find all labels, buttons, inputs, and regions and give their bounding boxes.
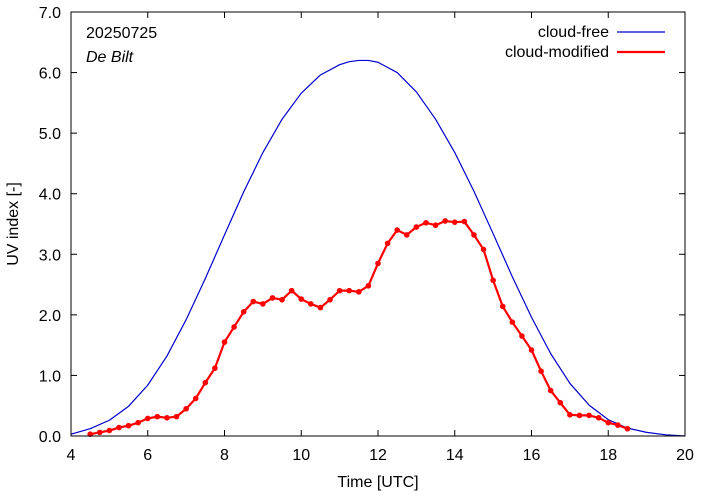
x-tick-label: 18 [599,447,617,464]
data-point-cloud-modified [365,282,372,289]
y-tick-label: 5.0 [39,126,61,143]
data-point-cloud-modified [423,219,429,226]
data-point-cloud-modified [567,412,573,418]
x-axis-label: Time [UTC] [337,474,418,491]
x-tick-label: 14 [446,447,464,464]
y-axis-label: UV index [-] [5,182,22,266]
data-point-cloud-modified [595,415,602,421]
data-point-cloud-modified [144,415,151,422]
data-point-cloud-modified [615,422,621,428]
y-tick-label: 4.0 [39,187,61,204]
data-point-cloud-modified [519,333,525,339]
legend-label-cloud-modified: cloud-modified [505,44,609,61]
data-point-cloud-modified [461,218,468,225]
data-point-cloud-modified [576,412,583,419]
y-tick-label: 3.0 [39,247,61,264]
y-tick-label: 1.0 [39,368,61,385]
y-tick-label: 2.0 [39,308,61,325]
data-point-cloud-modified [154,413,161,420]
data-point-cloud-modified [269,295,276,301]
data-point-cloud-modified [557,399,564,406]
data-point-cloud-modified [250,298,257,305]
data-point-cloud-modified [106,427,113,434]
x-tick-label: 10 [292,447,310,464]
data-point-cloud-modified [298,296,305,302]
data-point-cloud-modified [384,240,391,247]
data-point-cloud-modified [499,303,506,310]
x-tick-label: 16 [523,447,541,464]
plot-frame [70,11,686,437]
x-tick-label: 8 [220,447,229,464]
data-point-cloud-modified [346,287,353,294]
data-point-cloud-modified [403,232,410,238]
legend-label-cloud-free: cloud-free [538,24,609,41]
data-point-cloud-modified [327,296,333,303]
data-point-cloud-modified [490,277,496,284]
data-point-cloud-modified [538,368,544,374]
data-point-cloud-modified [480,246,487,253]
y-tick-label: 7.0 [39,5,61,22]
data-point-cloud-modified [308,301,314,307]
data-point-cloud-modified [375,260,381,267]
date-annotation: 20250725 [86,25,157,42]
data-point-cloud-modified [164,415,170,421]
data-point-cloud-modified [547,387,554,394]
data-point-cloud-modified [471,232,477,238]
data-point-cloud-modified [432,222,439,229]
data-point-cloud-modified [125,422,132,429]
x-tick-label: 12 [369,447,387,464]
data-point-cloud-modified [116,424,122,431]
data-point-cloud-modified [231,324,237,330]
data-point-cloud-modified [624,425,631,432]
data-point-cloud-modified [96,429,103,436]
legend: cloud-free cloud-modified [505,24,665,61]
data-point-cloud-modified [173,413,180,420]
data-point-cloud-modified [605,419,612,426]
data-point-cloud-modified [528,347,535,353]
location-annotation: De Bilt [86,49,134,66]
data-point-cloud-modified [221,339,228,345]
x-tick-label: 20 [676,447,694,464]
data-point-cloud-modified [192,395,199,402]
data-point-cloud-modified [509,319,516,325]
data-point-cloud-modified [356,289,362,295]
data-point-cloud-modified [183,405,189,412]
y-tick-label: 6.0 [39,66,61,83]
data-point-cloud-modified [279,296,285,303]
x-tick-label: 6 [143,447,152,464]
data-point-cloud-modified [135,419,141,426]
plot-lines [70,59,686,437]
data-point-cloud-modified [288,287,295,294]
data-point-cloud-modified [260,301,266,307]
ticks [70,11,686,437]
data-point-cloud-modified [336,287,343,294]
data-point-cloud-modified [586,412,592,419]
y-tick-label: 0.0 [39,429,61,446]
data-point-cloud-modified [413,224,420,230]
tick-labels: 4 6 8 10 12 14 16 18 20 0.0 1.0 2.0 3.0 4.0 5.0 6.0 7.0 [39,5,694,464]
x-tick-label: 4 [67,447,76,464]
data-point-cloud-modified [442,218,448,224]
data-point-cloud-modified [394,227,400,233]
data-point-cloud-modified [202,379,209,386]
data-point-cloud-modified [451,219,458,225]
data-point-cloud-modified [317,304,324,311]
series-line-cloud-modified [89,219,628,436]
data-point-cloud-modified [212,365,218,371]
data-point-cloud-modified [240,309,247,315]
series-line-cloud-free [70,59,686,437]
